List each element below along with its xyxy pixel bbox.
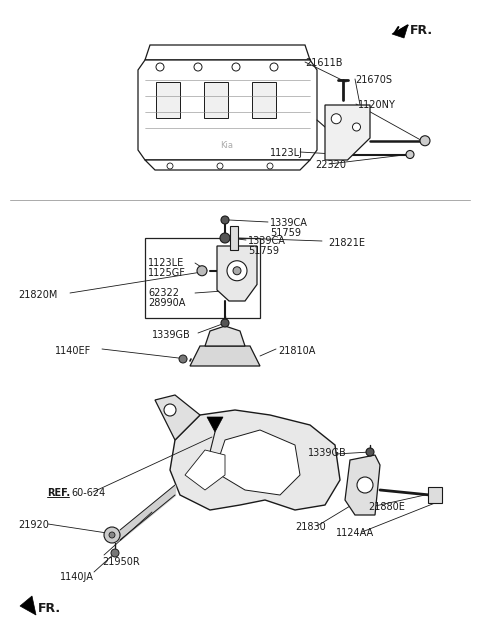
Circle shape bbox=[227, 261, 247, 280]
Text: 1123LJ: 1123LJ bbox=[270, 148, 303, 158]
Circle shape bbox=[357, 477, 373, 493]
Circle shape bbox=[167, 163, 173, 169]
Text: 21810A: 21810A bbox=[278, 346, 315, 356]
Circle shape bbox=[164, 404, 176, 416]
Text: FR.: FR. bbox=[410, 24, 433, 37]
Bar bbox=[145, 238, 260, 318]
Circle shape bbox=[104, 527, 120, 543]
Text: 1123LE: 1123LE bbox=[148, 258, 184, 268]
Text: 1339CA: 1339CA bbox=[248, 236, 286, 246]
Circle shape bbox=[194, 63, 202, 71]
Circle shape bbox=[217, 163, 223, 169]
Polygon shape bbox=[20, 596, 36, 615]
Polygon shape bbox=[170, 410, 340, 510]
Text: 1339GB: 1339GB bbox=[308, 448, 347, 458]
Circle shape bbox=[156, 63, 164, 71]
Polygon shape bbox=[145, 160, 310, 170]
Circle shape bbox=[179, 355, 187, 363]
Bar bbox=[204, 82, 228, 118]
Text: 1339CA: 1339CA bbox=[270, 218, 308, 228]
Circle shape bbox=[221, 319, 229, 327]
Polygon shape bbox=[155, 395, 200, 440]
Polygon shape bbox=[185, 450, 225, 490]
Circle shape bbox=[406, 151, 414, 158]
Bar bbox=[428, 487, 442, 503]
Text: 1124AA: 1124AA bbox=[336, 528, 374, 538]
Text: 51759: 51759 bbox=[270, 228, 301, 238]
Circle shape bbox=[197, 266, 207, 276]
Text: Kia: Kia bbox=[220, 141, 233, 149]
Polygon shape bbox=[345, 455, 380, 515]
Text: 21830: 21830 bbox=[295, 522, 326, 532]
Circle shape bbox=[109, 532, 115, 538]
Text: 21611B: 21611B bbox=[305, 58, 343, 68]
Circle shape bbox=[221, 216, 229, 224]
Text: 21820M: 21820M bbox=[18, 290, 58, 300]
Circle shape bbox=[331, 114, 341, 124]
Text: 21821E: 21821E bbox=[328, 238, 365, 248]
Text: 1120NY: 1120NY bbox=[358, 100, 396, 110]
Circle shape bbox=[267, 163, 273, 169]
Text: REF.: REF. bbox=[47, 488, 70, 498]
Text: 1125GF: 1125GF bbox=[148, 268, 186, 278]
Text: 21950R: 21950R bbox=[102, 557, 140, 567]
Bar bbox=[156, 82, 180, 118]
Text: FR.: FR. bbox=[38, 602, 61, 615]
Polygon shape bbox=[325, 105, 370, 160]
Bar bbox=[230, 226, 238, 250]
Circle shape bbox=[352, 123, 360, 131]
Text: 21880E: 21880E bbox=[368, 502, 405, 512]
Circle shape bbox=[220, 233, 230, 243]
Text: 1140EF: 1140EF bbox=[55, 346, 91, 356]
Circle shape bbox=[420, 135, 430, 146]
Polygon shape bbox=[207, 417, 223, 432]
Text: 21920: 21920 bbox=[18, 520, 49, 530]
Polygon shape bbox=[392, 25, 408, 38]
Polygon shape bbox=[220, 430, 300, 495]
Circle shape bbox=[232, 63, 240, 71]
Text: 22320: 22320 bbox=[315, 160, 346, 170]
Bar bbox=[252, 82, 276, 118]
Polygon shape bbox=[138, 60, 317, 160]
Polygon shape bbox=[205, 326, 245, 346]
Circle shape bbox=[233, 266, 241, 275]
Text: 28990A: 28990A bbox=[148, 298, 185, 308]
Text: 60-624: 60-624 bbox=[71, 488, 105, 498]
Circle shape bbox=[366, 448, 374, 456]
Polygon shape bbox=[217, 246, 257, 301]
Circle shape bbox=[111, 549, 119, 557]
Text: 62322: 62322 bbox=[148, 288, 179, 298]
Text: 1140JA: 1140JA bbox=[60, 572, 94, 582]
Text: 51759: 51759 bbox=[248, 246, 279, 256]
Circle shape bbox=[270, 63, 278, 71]
Polygon shape bbox=[190, 346, 260, 366]
Polygon shape bbox=[145, 45, 310, 60]
Text: 21670S: 21670S bbox=[355, 75, 392, 85]
Text: 1339GB: 1339GB bbox=[152, 330, 191, 340]
